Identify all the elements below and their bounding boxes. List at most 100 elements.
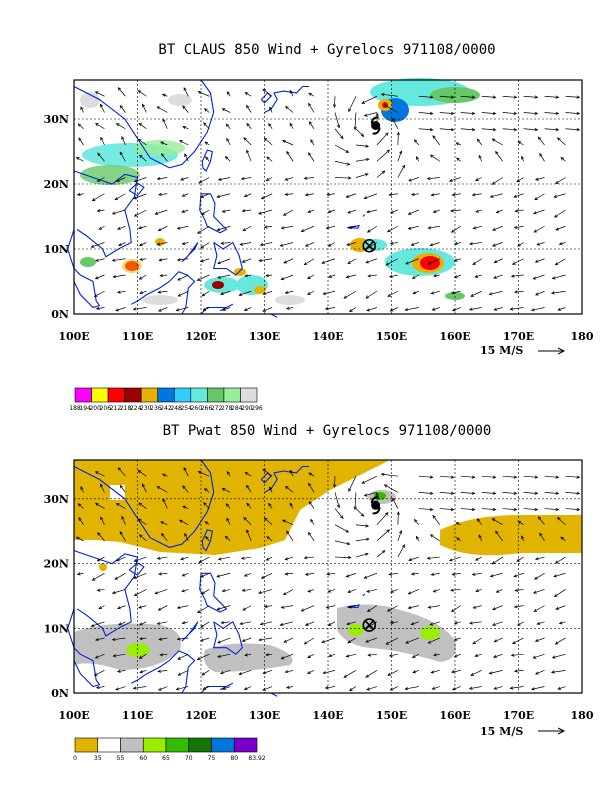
wind-vector-arrow — [396, 131, 400, 146]
wind-vector-arrow — [481, 475, 497, 479]
colorbar-label: 248 — [170, 405, 182, 412]
wind-vector-arrow — [282, 209, 294, 216]
wind-vector-arrow — [203, 502, 210, 509]
wind-vector-arrow — [410, 192, 419, 197]
wind-vector-arrow — [205, 535, 210, 542]
colorbar-label: 272 — [211, 405, 223, 412]
wind-vector-arrow — [181, 241, 189, 245]
wind-vector-arrow — [460, 507, 476, 512]
wind-vector-arrow — [348, 476, 357, 493]
wind-vector-arrow — [327, 242, 336, 247]
wind-vector-arrow — [345, 193, 357, 198]
colorbar-label: 218 — [120, 405, 132, 412]
wind-vector-arrow — [246, 502, 252, 509]
coastline-segment — [260, 472, 272, 484]
wind-vector-arrow — [388, 572, 398, 576]
coastline-segment — [362, 214, 366, 217]
wind-vector-arrow — [262, 670, 273, 675]
wind-vector-arrow — [450, 290, 461, 295]
wind-vector-arrow — [262, 468, 273, 477]
top-scale-arrow — [538, 347, 566, 355]
wind-vector-arrow — [516, 556, 524, 562]
colorbar-label: 55 — [117, 755, 125, 762]
wind-vector-arrow — [216, 572, 231, 578]
wind-vector-arrow — [133, 572, 147, 579]
wind-vector-arrow — [426, 176, 440, 181]
wind-vector-arrow — [534, 258, 545, 263]
wind-vector-arrow — [161, 93, 168, 97]
wind-vector-arrow — [513, 605, 524, 609]
wind-vector-arrow — [328, 653, 336, 658]
wind-vector-arrow — [180, 177, 189, 181]
wind-vector-arrow — [240, 556, 252, 560]
wind-vector-arrow — [460, 95, 476, 99]
wind-vector-arrow — [246, 484, 252, 493]
wind-vector-arrow — [156, 106, 168, 113]
wind-vector-arrow — [455, 522, 461, 526]
wind-vector-arrow — [137, 470, 147, 477]
wind-vector-arrow — [345, 653, 357, 658]
wind-vector-arrow — [119, 105, 126, 113]
wind-vector-arrow — [565, 507, 581, 512]
wind-vector-arrow — [495, 209, 503, 214]
wind-vector-arrow — [303, 556, 315, 560]
wind-vector-arrow — [260, 193, 273, 200]
wind-vector-arrow — [517, 242, 524, 247]
wind-vector-arrow — [220, 241, 231, 245]
wind-vector-arrow — [493, 274, 503, 279]
wind-vector-arrow — [202, 307, 210, 311]
wind-vector-arrow — [196, 605, 210, 614]
top-cloud-shading — [80, 78, 480, 305]
bottom-scale-arrow — [538, 727, 566, 735]
wind-vector-arrow — [221, 108, 231, 113]
wind-vector-arrow — [439, 95, 455, 99]
wind-vector-arrow — [448, 177, 461, 182]
wind-vector-arrow — [177, 274, 189, 281]
x-tick-label: 170E — [503, 709, 534, 722]
wind-vector-arrow — [453, 621, 461, 625]
wind-vector-arrow — [284, 177, 294, 181]
wind-vector-arrow — [355, 524, 370, 528]
wind-vector-arrow — [474, 274, 482, 278]
wind-vector-arrow — [78, 517, 84, 525]
wind-vector-arrow — [114, 193, 126, 201]
wind-vector-arrow — [363, 193, 378, 200]
wind-vector-arrow — [246, 149, 252, 162]
wind-vector-arrow — [182, 485, 189, 493]
wind-vector-arrow — [554, 556, 566, 564]
wind-vector-arrow — [533, 605, 545, 612]
wind-vector-arrow — [489, 193, 503, 198]
wind-vector-arrow — [119, 531, 126, 542]
wind-vector-arrow — [156, 556, 168, 560]
wind-vector-arrow — [94, 123, 105, 130]
wind-vector-arrow — [453, 258, 461, 262]
wind-vector-arrow — [262, 88, 273, 97]
wind-vector-arrow — [502, 111, 518, 116]
wind-vector-arrow — [221, 589, 231, 593]
wind-vector-arrow — [555, 225, 566, 231]
colorbar-label: 83.92 — [248, 755, 265, 762]
wind-vector-arrow — [220, 620, 231, 625]
wind-vector-arrow — [413, 139, 420, 146]
wind-vector-arrow — [509, 307, 524, 311]
wind-vector-arrow — [365, 637, 378, 643]
wind-vector-arrow — [411, 653, 419, 658]
wind-vector-arrow — [334, 176, 352, 180]
wind-vector-arrow — [282, 140, 294, 146]
wind-vector-arrow — [196, 653, 210, 660]
x-tick-label: 130E — [249, 330, 280, 343]
wind-vector-arrow — [224, 156, 231, 162]
wind-vector-arrow — [392, 497, 399, 509]
wind-vector-arrow — [303, 258, 315, 266]
wind-vector-arrow — [115, 686, 126, 691]
wind-vector-arrow — [304, 621, 315, 626]
wind-vector-arrow — [472, 637, 482, 645]
wind-vector-arrow — [513, 290, 524, 294]
wind-vector-arrow — [392, 117, 399, 129]
wind-vector-arrow — [488, 290, 503, 296]
wind-vector-arrow — [258, 258, 273, 263]
colorbar-label: 296 — [251, 405, 263, 412]
wind-vector-arrow — [347, 589, 357, 593]
wind-vector-arrow — [307, 653, 315, 659]
wind-vector-arrow — [139, 670, 147, 674]
